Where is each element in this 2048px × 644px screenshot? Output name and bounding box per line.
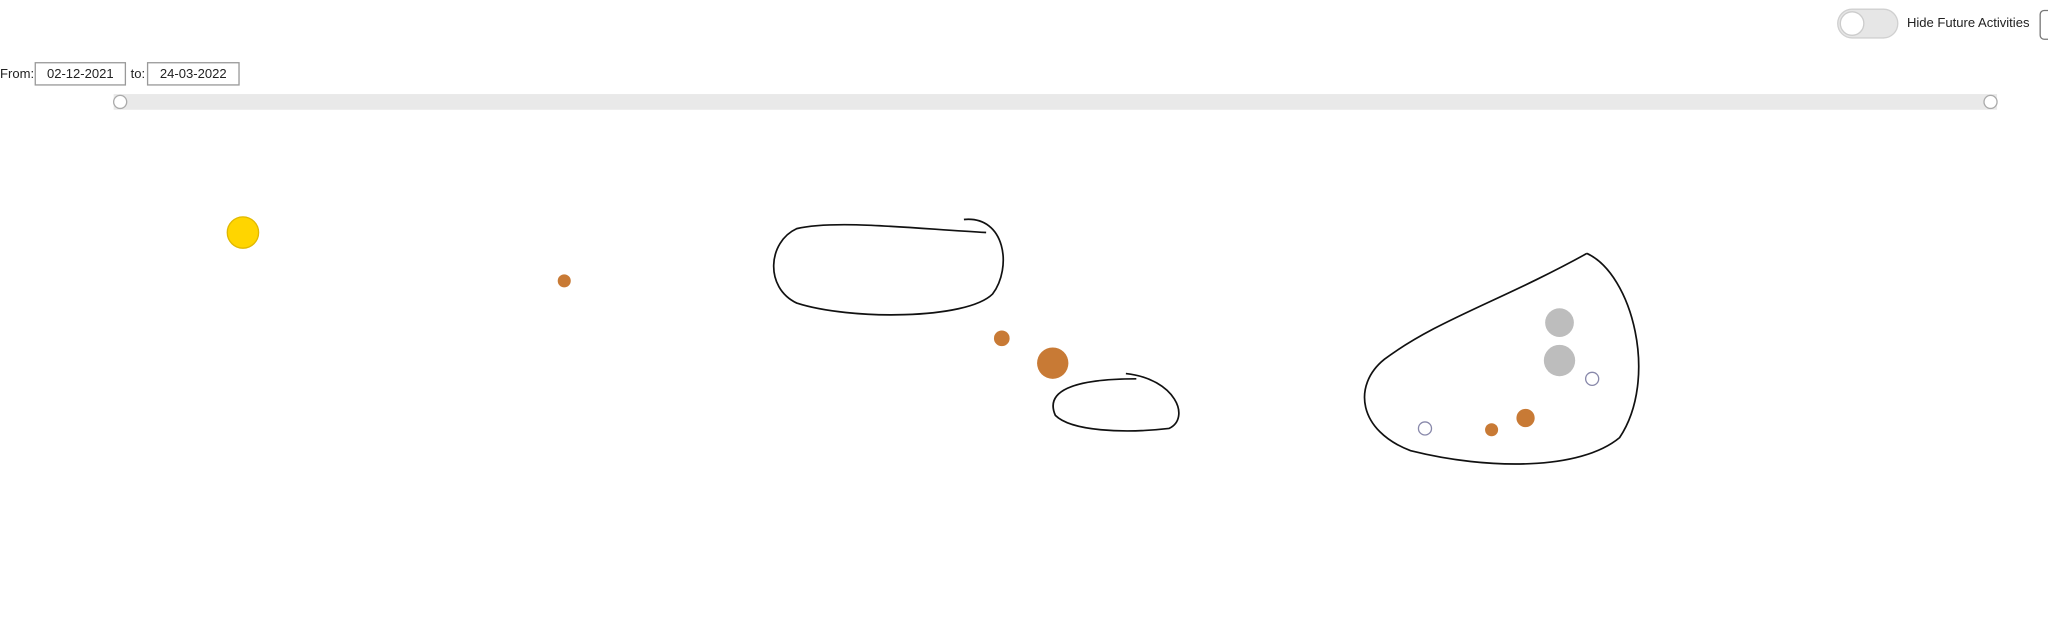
- to-value: 24-03-2022: [160, 66, 227, 81]
- annotation-loop: [772, 218, 1005, 316]
- to-label: to:: [131, 66, 146, 81]
- annotations: [772, 218, 1640, 465]
- activity-marker[interactable]: [1417, 421, 1433, 436]
- activity-marker[interactable]: [1037, 347, 1069, 379]
- from-label: From:: [0, 66, 34, 81]
- from-value: 02-12-2021: [47, 66, 114, 81]
- annotation-loop: [1363, 252, 1640, 465]
- activity-marker[interactable]: [993, 330, 1010, 347]
- activity-marker[interactable]: [1543, 344, 1576, 377]
- navigator-handle[interactable]: [112, 94, 128, 110]
- navigator-handle[interactable]: [1983, 94, 1998, 110]
- activity-marker[interactable]: [557, 274, 571, 288]
- activity-marker[interactable]: [1584, 371, 1600, 386]
- activity-marker[interactable]: [1485, 423, 1499, 437]
- from-input[interactable]: [34, 62, 127, 86]
- activity-marker[interactable]: [1545, 308, 1574, 338]
- navigator[interactable]: [113, 94, 1998, 110]
- to-input[interactable]: [146, 62, 240, 86]
- activity-marker[interactable]: [1516, 408, 1535, 428]
- toggle-knob[interactable]: [1839, 11, 1865, 36]
- edge-button[interactable]: [2039, 9, 2048, 40]
- activity-markers: [226, 216, 1600, 437]
- activity-marker[interactable]: [226, 216, 260, 249]
- toggle-label: Hide Future Activities: [1907, 15, 2030, 30]
- annotation-loop: [1052, 372, 1180, 432]
